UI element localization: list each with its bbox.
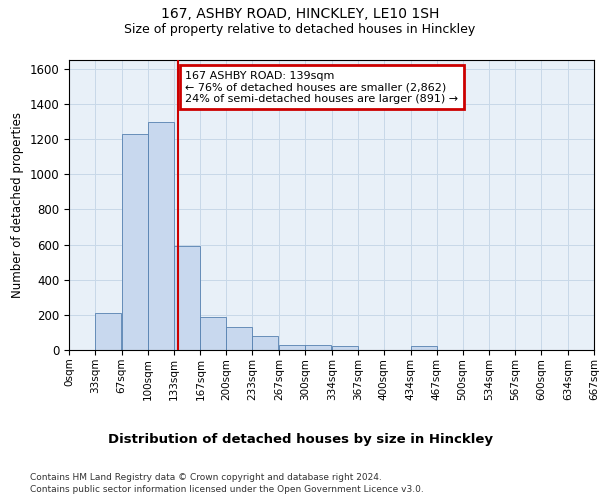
Bar <box>148 122 173 350</box>
Bar <box>173 246 200 350</box>
Text: 167 ASHBY ROAD: 139sqm
← 76% of detached houses are smaller (2,862)
24% of semi-: 167 ASHBY ROAD: 139sqm ← 76% of detached… <box>185 70 458 104</box>
Text: Distribution of detached houses by size in Hinckley: Distribution of detached houses by size … <box>107 432 493 446</box>
Bar <box>410 346 437 350</box>
Bar <box>95 313 121 350</box>
Text: Contains HM Land Registry data © Crown copyright and database right 2024.: Contains HM Land Registry data © Crown c… <box>30 472 382 482</box>
Bar <box>200 316 226 350</box>
Text: 167, ASHBY ROAD, HINCKLEY, LE10 1SH: 167, ASHBY ROAD, HINCKLEY, LE10 1SH <box>161 8 439 22</box>
Bar <box>305 344 331 350</box>
Bar <box>332 346 358 350</box>
Bar <box>226 327 253 350</box>
Bar <box>122 134 148 350</box>
Bar <box>279 344 305 350</box>
Bar <box>253 336 278 350</box>
Y-axis label: Number of detached properties: Number of detached properties <box>11 112 24 298</box>
Text: Size of property relative to detached houses in Hinckley: Size of property relative to detached ho… <box>124 22 476 36</box>
Text: Contains public sector information licensed under the Open Government Licence v3: Contains public sector information licen… <box>30 485 424 494</box>
